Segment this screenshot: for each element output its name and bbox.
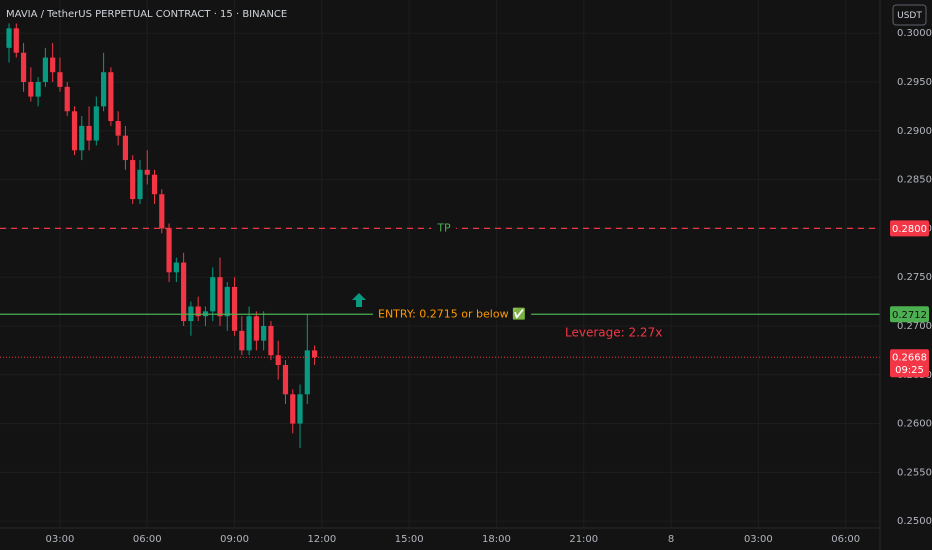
candle-body	[42, 57, 48, 82]
candle-body	[173, 262, 179, 273]
candle-body	[137, 169, 143, 200]
y-tick-label: 0.2500	[897, 516, 932, 527]
candle-body	[20, 52, 27, 82]
x-tick-label: 06:00	[133, 534, 162, 545]
candle-body	[231, 286, 238, 331]
chart-title: MAVIA / TetherUS PERPETUAL CONTRACT · 15…	[6, 9, 287, 20]
candle-body	[224, 286, 230, 317]
leverage-annotation: Leverage: 2.27x	[565, 326, 662, 340]
countdown-label: 09:25	[895, 365, 924, 376]
candle-body	[297, 394, 303, 424]
candle-body	[311, 350, 318, 358]
candle-body	[100, 72, 107, 107]
last-price-label: 0.2668	[892, 353, 927, 364]
candle-body	[71, 111, 78, 151]
x-tick-label: 03:00	[46, 534, 75, 545]
candle-body	[108, 72, 114, 122]
last-price-box	[890, 349, 929, 378]
level-label-bg	[373, 307, 532, 321]
y-tick-label: 0.3000	[897, 28, 932, 39]
level-price-box	[890, 220, 929, 237]
candle-body	[86, 125, 92, 141]
candle-body	[275, 355, 281, 366]
candle-body	[261, 325, 267, 341]
y-tick-label: 0.2700	[897, 321, 932, 332]
candle-body	[166, 228, 172, 273]
candle-body	[13, 28, 19, 53]
candle-body	[64, 86, 70, 112]
candle-body	[159, 194, 165, 229]
candle-body	[57, 72, 63, 87]
y-tick-label: 0.2950	[897, 77, 932, 88]
candle-body	[93, 106, 99, 141]
candle-body	[35, 81, 41, 97]
candle-body	[246, 316, 252, 351]
y-tick-label: 0.2600	[897, 419, 932, 430]
candle-body	[28, 81, 34, 97]
x-tick-label: 06:00	[831, 534, 860, 545]
candle-body	[290, 394, 296, 424]
candle-body	[239, 330, 245, 351]
x-tick-label: 15:00	[395, 534, 424, 545]
level-label-bg	[431, 221, 457, 235]
x-tick-label: 09:00	[220, 534, 249, 545]
x-tick-label: 18:00	[482, 534, 511, 545]
y-tick-label: 0.2750	[897, 272, 932, 283]
candle-body	[130, 160, 136, 200]
y-tick-label: 0.2850	[897, 175, 932, 186]
candle-body	[122, 135, 129, 161]
plot: TP ENTRY: 0.2715 or below ✅	[0, 23, 880, 448]
axes: 0.25000.25500.26000.26500.27000.27500.28…	[46, 28, 932, 545]
currency-box[interactable]	[892, 4, 927, 26]
level-label: TP	[436, 221, 451, 234]
y-tick-label: 0.2900	[897, 126, 932, 137]
candle-body	[282, 365, 289, 395]
candle-body	[210, 277, 216, 312]
candle-body	[151, 174, 158, 195]
candle-body	[253, 316, 259, 341]
candle-body	[217, 277, 223, 317]
x-tick-label: 8	[668, 534, 674, 545]
x-tick-label: 03:00	[744, 534, 773, 545]
level-price-label: 0.2800	[892, 224, 927, 235]
currency[interactable]: USDT	[897, 11, 922, 21]
candle-body	[6, 28, 12, 48]
arrow-icon	[352, 293, 366, 307]
y-tick-label: 0.2550	[897, 467, 932, 478]
candle-body	[181, 262, 187, 322]
candle-body	[144, 169, 150, 175]
candle-body	[268, 325, 274, 356]
x-tick-label: 12:00	[307, 534, 336, 545]
candle-body	[79, 125, 85, 151]
level-price-label: 0.2712	[892, 310, 927, 321]
x-tick-label: 21:00	[569, 534, 598, 545]
candle-body	[195, 306, 201, 317]
level-price-box	[890, 306, 929, 323]
level-label: ENTRY: 0.2715 or below ✅	[378, 307, 526, 320]
candle-body	[304, 350, 310, 395]
candle-body	[115, 121, 121, 136]
candle-body	[50, 57, 56, 73]
